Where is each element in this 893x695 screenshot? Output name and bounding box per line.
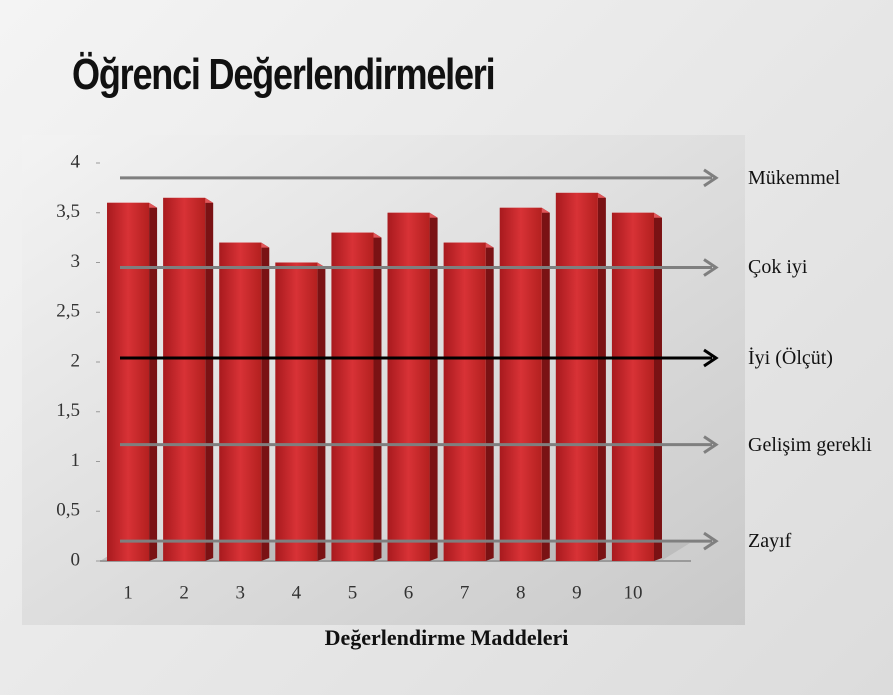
bar	[555, 192, 598, 561]
bar-side	[541, 207, 550, 561]
bar-side	[429, 212, 438, 561]
reference-label: Mükemmel	[748, 166, 841, 189]
bar	[387, 212, 430, 561]
x-tick-label: 4	[292, 582, 302, 603]
reference-label: Gelişim gerekli	[748, 433, 872, 456]
bar-side	[485, 242, 494, 561]
y-tick-label: 1	[71, 450, 81, 471]
y-tick-label: 0,5	[56, 500, 80, 521]
x-tick-label: 2	[179, 582, 189, 603]
y-tick-label: 1,5	[56, 400, 80, 421]
y-tick-label: 0	[71, 549, 81, 570]
reference-arrowhead	[703, 348, 719, 368]
x-tick-label: 6	[404, 582, 414, 603]
x-tick-label: 10	[623, 582, 642, 603]
bar	[107, 202, 150, 562]
bar	[219, 242, 262, 561]
y-tick-label: 4	[71, 151, 81, 172]
bar-side	[373, 232, 382, 561]
y-tick-label: 2	[71, 350, 81, 371]
bar-side	[653, 212, 662, 561]
reference-label: İyi (Ölçüt)	[748, 347, 833, 370]
bar	[611, 212, 654, 561]
chart-title: Öğrenci Değerlendirmeleri	[72, 50, 496, 99]
bar-side	[149, 202, 158, 562]
x-tick-label: 9	[572, 582, 582, 603]
x-tick-label: 3	[236, 582, 246, 603]
reference-arrowhead	[703, 531, 719, 551]
x-tick-label: 8	[516, 582, 526, 603]
bar	[331, 232, 374, 561]
bar	[163, 197, 206, 561]
bar	[275, 262, 318, 561]
bar-side	[597, 192, 606, 561]
x-tick-label: 7	[460, 582, 470, 603]
reference-label: Zayıf	[748, 530, 792, 553]
bar	[443, 242, 486, 561]
bar-side	[205, 197, 214, 561]
reference-label: Çok iyi	[748, 256, 808, 279]
reference-arrowhead	[703, 435, 719, 454]
x-tick-label: 5	[348, 582, 358, 603]
y-tick-label: 3	[71, 251, 81, 272]
x-tick-label: 1	[123, 582, 133, 603]
y-tick-label: 2,5	[56, 301, 80, 322]
reference-arrowhead	[703, 168, 719, 188]
bar-side	[261, 242, 270, 561]
reference-arrowhead	[703, 258, 719, 277]
x-axis-label: Değerlendirme Maddeleri	[324, 625, 569, 650]
y-tick-label: 3,5	[56, 201, 80, 222]
bar-side	[317, 262, 326, 561]
bar	[499, 207, 542, 561]
